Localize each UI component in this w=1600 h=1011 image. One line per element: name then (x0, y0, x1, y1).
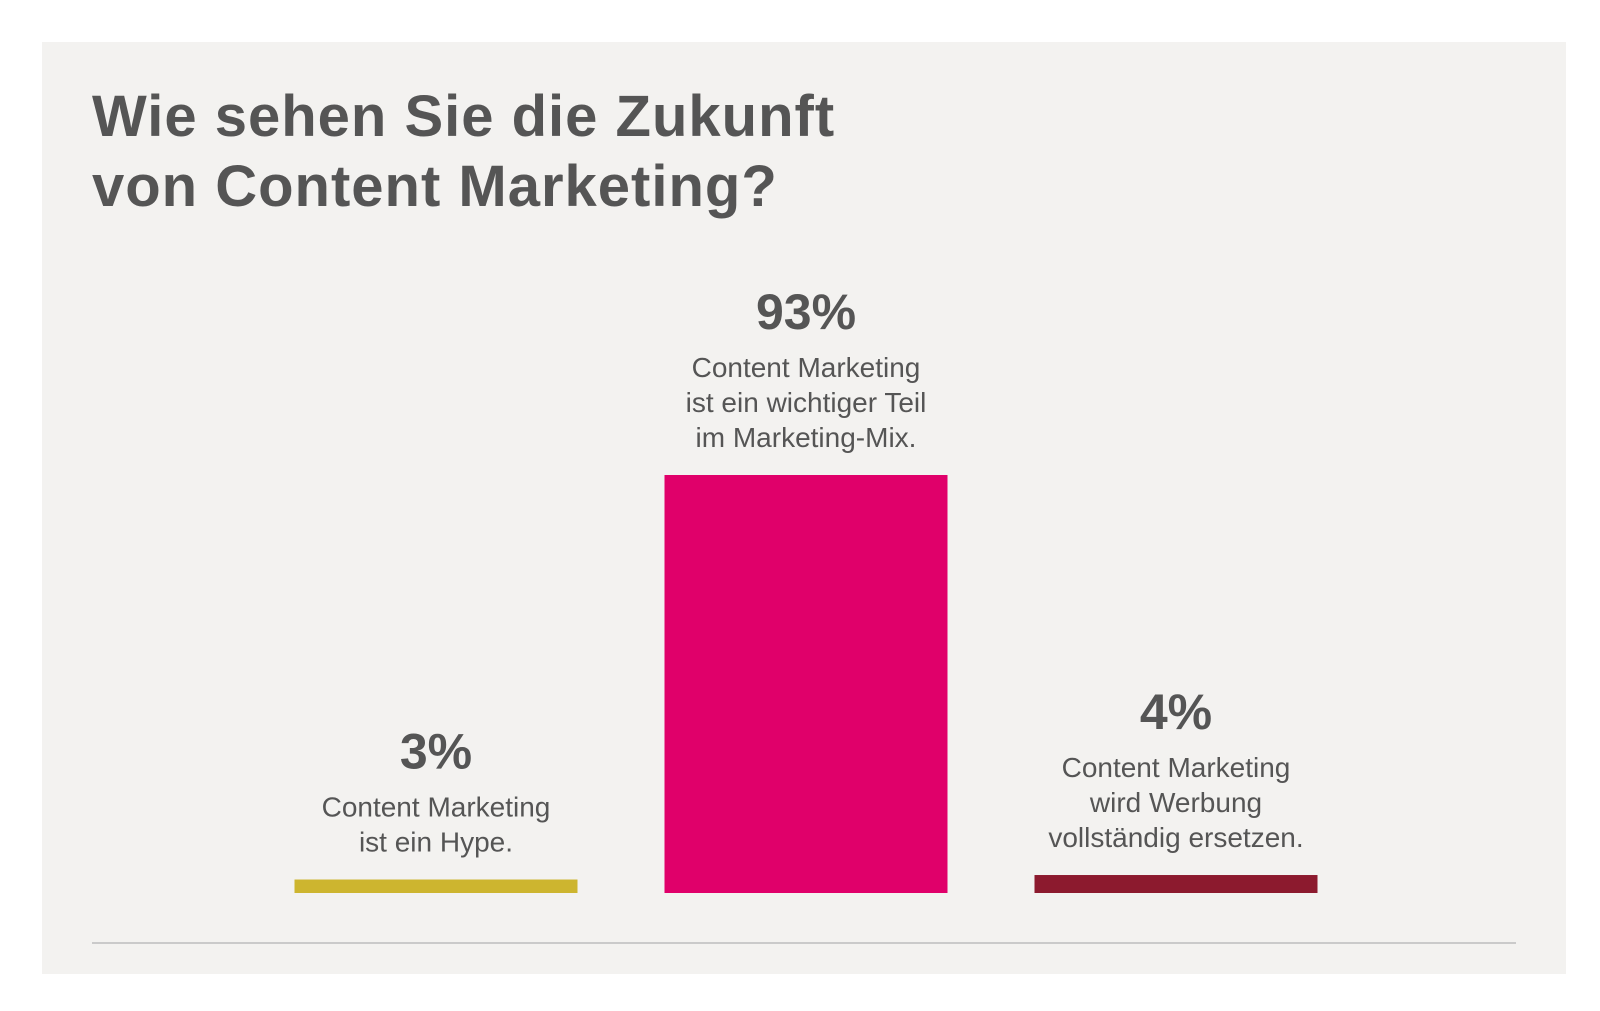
category-label-3-line-2: wird Werbung (1089, 787, 1262, 818)
category-label-1-line-2: ist ein Hype. (359, 827, 513, 858)
value-label-2: 93% (756, 284, 856, 340)
category-label-2-line-3: im Marketing-Mix. (696, 422, 917, 453)
value-label-1: 3% (400, 724, 472, 780)
category-label-1-line-1: Content Marketing (322, 792, 551, 823)
chart-title-line-1: Wie sehen Sie die Zukunft (92, 84, 836, 149)
bar-1 (294, 879, 578, 893)
value-label-3: 4% (1140, 684, 1212, 740)
category-label-3-line-1: Content Marketing (1062, 752, 1291, 783)
chart-title: Wie sehen Sie die Zukunft von Content Ma… (92, 82, 835, 222)
bar-3 (1034, 875, 1318, 893)
chart-title-line-2: von Content Marketing? (92, 154, 778, 219)
bar-2 (664, 475, 948, 893)
category-label-2-line-1: Content Marketing (692, 352, 921, 383)
bars-group: Content Marketing ist ein Hype. 3% Content … (294, 284, 1318, 893)
category-label-2-line-2: ist ein wichtiger Teil (686, 387, 927, 418)
category-label-3-line-3: vollständig ersetzen. (1048, 822, 1303, 853)
